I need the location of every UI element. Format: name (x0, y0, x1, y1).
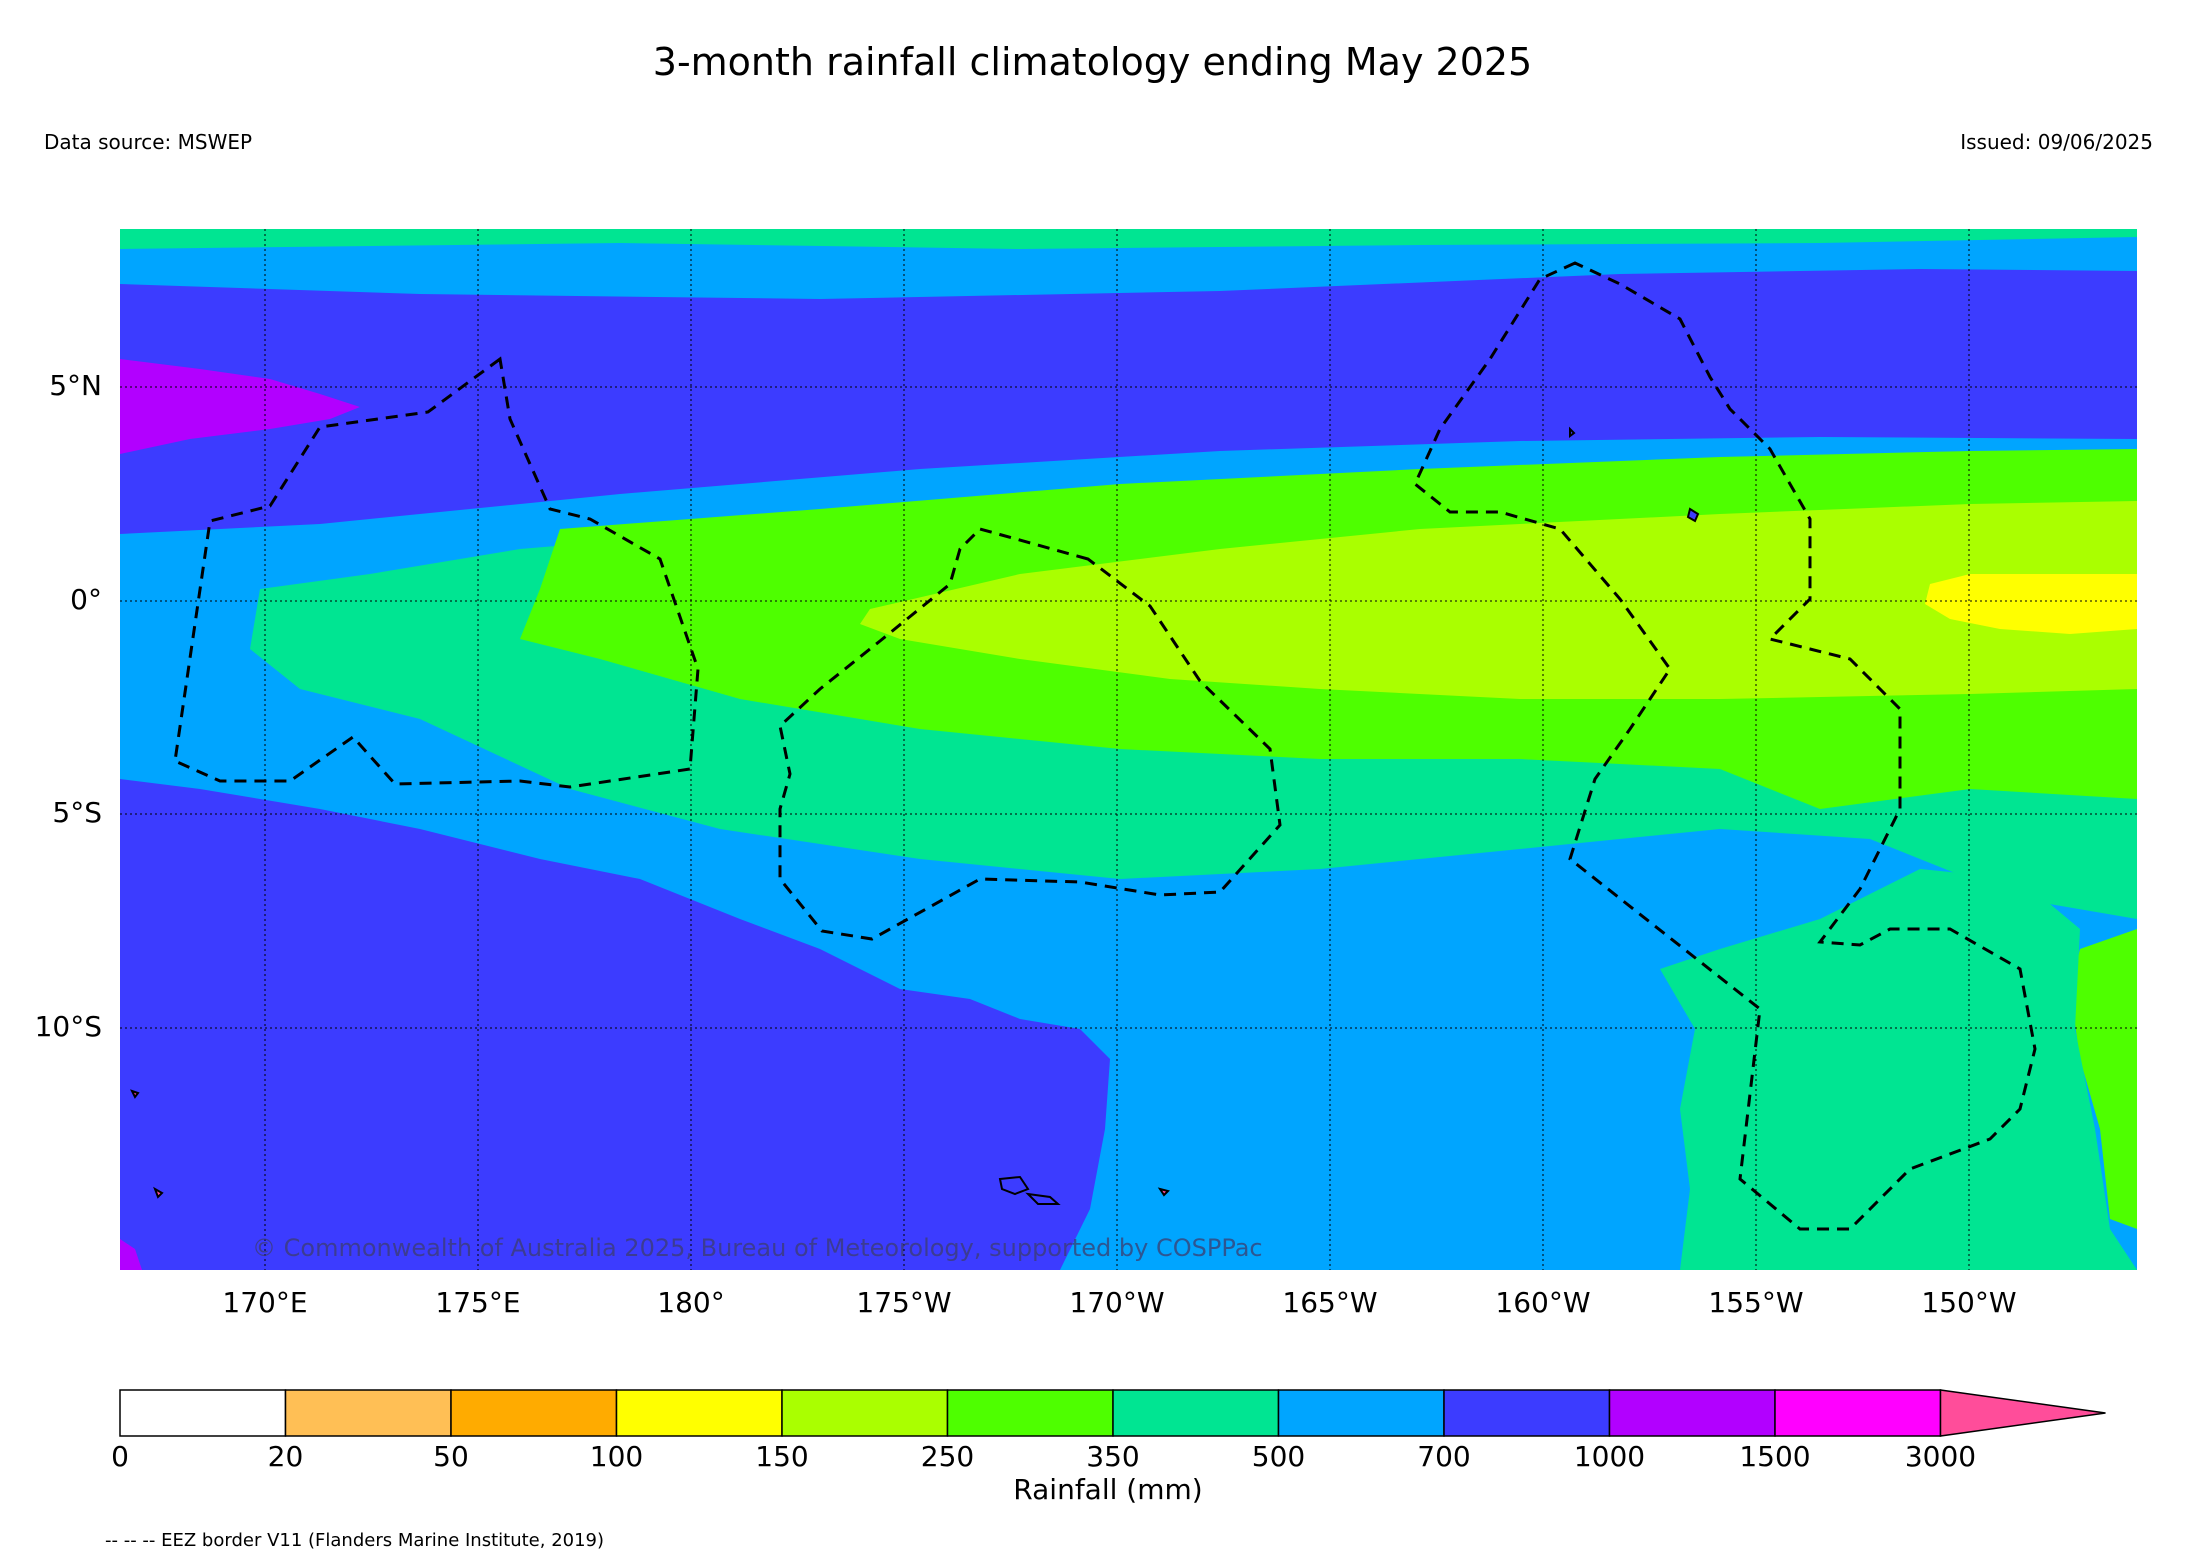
lon-label-155w: 155°W (1708, 1286, 1804, 1319)
lon-label-170e: 170°E (222, 1286, 308, 1319)
colorbar-tick-label: 700 (1417, 1440, 1471, 1473)
band-350-500-north (120, 229, 2137, 249)
colorbar-tick-label: 20 (267, 1440, 304, 1473)
eez-kiribati-line (1413, 261, 2037, 1231)
colorbar-tick-label: 150 (755, 1440, 809, 1473)
band-1000-1500-northwest (120, 359, 360, 454)
band-700-1000-southwest (120, 779, 1110, 1270)
colorbar-segment (450, 1389, 618, 1437)
rainfall-map (120, 229, 2137, 1270)
island-samoa-east (998, 1175, 1030, 1196)
colorbar-segment (284, 1389, 452, 1437)
band-1000-1500-southwest (120, 1239, 142, 1270)
lon-label-180: 180° (657, 1286, 725, 1319)
colorbar-title: Rainfall (mm) (1013, 1473, 1203, 1506)
lon-label-150w: 150°W (1921, 1286, 2017, 1319)
graticule (120, 229, 2137, 1270)
colorbar-tick-label: 3000 (1904, 1440, 1977, 1473)
colorbar-segment (615, 1389, 783, 1437)
band-700-1000-north (120, 269, 2137, 534)
copyright-watermark: © Commonwealth of Australia 2025, Bureau… (252, 1234, 1263, 1262)
island-samoa-west (1025, 1192, 1061, 1205)
eez-kiribati-gilbert (173, 356, 700, 789)
colorbar-tick-label: 1500 (1739, 1440, 1811, 1473)
lat-label-5n: 5°N (49, 369, 102, 402)
band-100-150-east (1925, 574, 2137, 634)
colorbar-tick-label: 1000 (1573, 1440, 1646, 1473)
eez-footnote: -- -- -- EEZ border V11 (Flanders Marine… (105, 1530, 605, 1551)
colorbar-segment (1774, 1389, 1942, 1437)
colorbar-segment (946, 1389, 1114, 1437)
issued-date: Issued: 09/06/2025 (1960, 130, 2153, 154)
lat-label-0: 0° (70, 583, 102, 616)
lon-label-165w: 165°W (1282, 1286, 1378, 1319)
island-small-2 (1569, 426, 1576, 438)
eez-borders (173, 261, 2037, 1231)
colorbar-segment (781, 1389, 949, 1437)
map-title: 3-month rainfall climatology ending May … (652, 40, 1533, 84)
colorbar-tick-label: 350 (1086, 1440, 1140, 1473)
colorbar-tick-label: 0 (111, 1440, 129, 1473)
colorbar-segment (1443, 1389, 1611, 1437)
colorbar-tick-label: 250 (920, 1440, 975, 1473)
island-small-4 (130, 1089, 140, 1099)
lon-label-175w: 175°W (856, 1286, 952, 1319)
island-small-1 (1686, 507, 1700, 523)
colorbar-segment (119, 1389, 287, 1437)
colorbar-tick-label: 100 (589, 1440, 644, 1473)
island-small-5 (153, 1186, 164, 1199)
lon-label-160w: 160°W (1495, 1286, 1591, 1319)
colorbar-segment (1112, 1389, 1280, 1437)
colorbar-tick-label: 500 (1251, 1440, 1306, 1473)
data-source: Data source: MSWEP (44, 130, 253, 154)
island-small-3 (1157, 1187, 1170, 1197)
colorbar (119, 1389, 2106, 1437)
islands (130, 426, 1700, 1205)
colorbar-segment (1608, 1389, 1776, 1437)
colorbar-extension (1939, 1389, 2106, 1437)
band-250-350-southeast (2070, 929, 2137, 1229)
lat-label-10s: 10°S (34, 1010, 102, 1043)
lat-label-5s: 5°S (52, 796, 102, 829)
eez-tokelau-phoenix (778, 527, 1282, 941)
lon-label-170w: 170°W (1069, 1286, 1165, 1319)
lon-label-175e: 175°E (435, 1286, 521, 1319)
colorbar-tick-label: 50 (433, 1440, 469, 1473)
colorbar-segment (1277, 1389, 1445, 1437)
